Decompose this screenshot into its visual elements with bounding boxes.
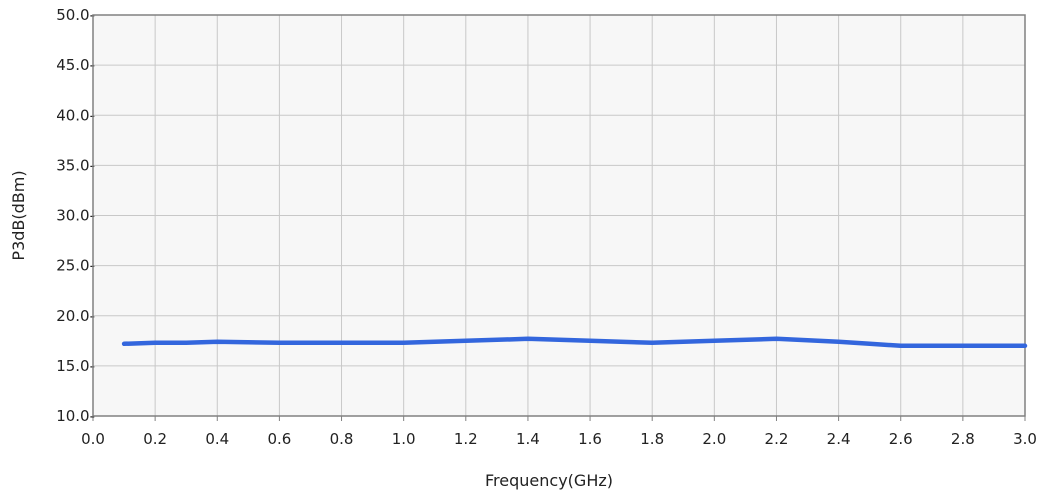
x-tick-label: 1.8 — [640, 430, 664, 448]
y-tick-label: 25.0- — [56, 257, 95, 275]
x-tick-label: 0.2 — [143, 430, 167, 448]
x-tick-label: 1.4 — [516, 430, 540, 448]
y-tick-label: 35.0- — [56, 156, 95, 174]
x-tick-label: 0.8 — [330, 430, 354, 448]
y-tick-label: 40.0- — [56, 106, 95, 124]
y-tick-label: 50.0- — [56, 6, 95, 24]
y-tick-label: 15.0- — [56, 357, 95, 375]
x-tick-label: 1.0 — [392, 430, 416, 448]
x-tick-label: 2.6 — [889, 430, 913, 448]
x-tick-label: 1.6 — [578, 430, 602, 448]
y-tick-label: 30.0- — [56, 207, 95, 225]
x-axis-title: Frequency(GHz) — [485, 471, 613, 490]
x-tick-label: 0.6 — [267, 430, 291, 448]
y-tick-label: 45.0- — [56, 56, 95, 74]
x-tick-label: 1.2 — [454, 430, 478, 448]
x-tick-label: 3.0 — [1013, 430, 1037, 448]
x-tick-label: 2.0 — [702, 430, 726, 448]
x-tick-label: 0.4 — [205, 430, 229, 448]
y-tick-label: 20.0- — [56, 307, 95, 325]
y-axis-title: P3dB(dBm) — [9, 170, 28, 260]
y-tick-label: 10.0- — [56, 407, 95, 425]
x-tick-label: 2.8 — [951, 430, 975, 448]
x-tick-label: 2.4 — [827, 430, 851, 448]
x-tick-label: 0.0 — [81, 430, 105, 448]
x-tick-label: 2.2 — [765, 430, 789, 448]
